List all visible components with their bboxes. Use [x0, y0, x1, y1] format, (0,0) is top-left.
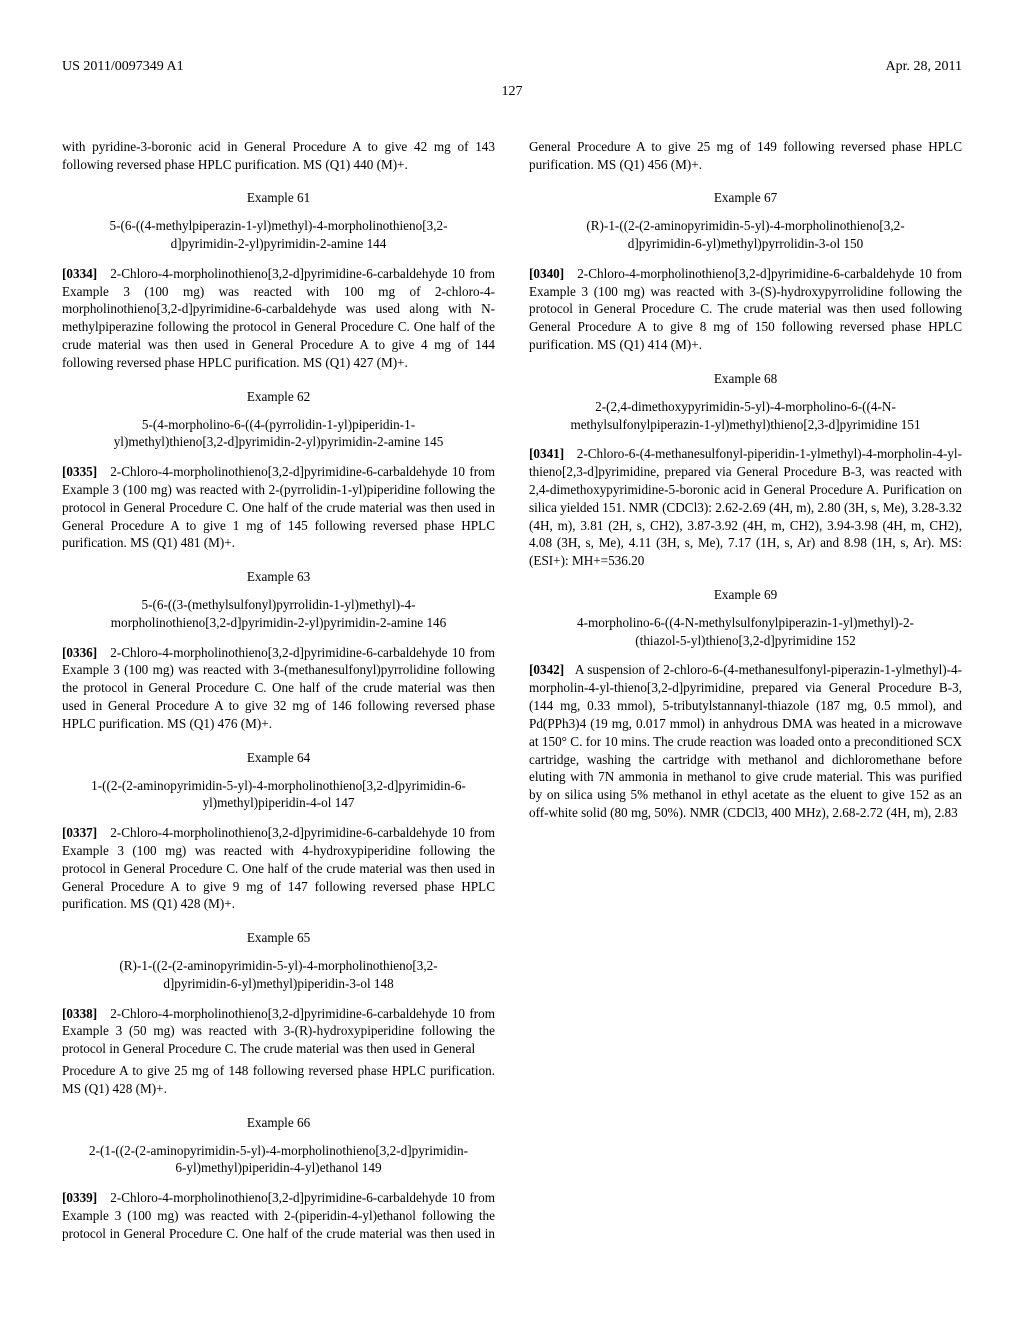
- paragraph-number: [0339]: [62, 1190, 97, 1205]
- page-header: US 2011/0097349 A1 Apr. 28, 2011: [62, 58, 962, 77]
- example-label: Example 61: [62, 189, 495, 207]
- example-label: Example 68: [529, 370, 962, 388]
- example-body: [0336] 2-Chloro-4-morpholinothieno[3,2-d…: [62, 644, 495, 733]
- example-body: [0334] 2-Chloro-4-morpholinothieno[3,2-d…: [62, 265, 495, 372]
- example-title: (R)-1-((2-(2-aminopyrimidin-5-yl)-4-morp…: [88, 957, 469, 993]
- example-body-text: 2-Chloro-4-morpholinothieno[3,2-d]pyrimi…: [62, 825, 495, 911]
- example-body-text: 2-Chloro-6-(4-methanesulfonyl-piperidin-…: [529, 446, 962, 568]
- publication-date: Apr. 28, 2011: [886, 58, 962, 77]
- example-body-continuation: Procedure A to give 25 mg of 148 followi…: [62, 1062, 495, 1098]
- example-title: 5-(6-((4-methylpiperazin-1-yl)methyl)-4-…: [88, 217, 469, 253]
- example-body: [0335] 2-Chloro-4-morpholinothieno[3,2-d…: [62, 463, 495, 552]
- paragraph-number: [0340]: [529, 266, 564, 281]
- paragraph-number: [0334]: [62, 266, 97, 281]
- example-title: 5-(4-morpholino-6-((4-(pyrrolidin-1-yl)p…: [88, 416, 469, 452]
- example-label: Example 64: [62, 749, 495, 767]
- paragraph-number: [0338]: [62, 1006, 97, 1021]
- publication-number: US 2011/0097349 A1: [62, 58, 184, 77]
- example-body-text: 2-Chloro-4-morpholinothieno[3,2-d]pyrimi…: [62, 1006, 495, 1057]
- example-body-text: 2-Chloro-4-morpholinothieno[3,2-d]pyrimi…: [62, 464, 495, 550]
- example-title: 5-(6-((3-(methylsulfonyl)pyrrolidin-1-yl…: [88, 596, 469, 632]
- example-body: [0340] 2-Chloro-4-morpholinothieno[3,2-d…: [529, 265, 962, 354]
- example-label: Example 66: [62, 1114, 495, 1132]
- example-body: [0337] 2-Chloro-4-morpholinothieno[3,2-d…: [62, 824, 495, 913]
- example-title: (R)-1-((2-(2-aminopyrimidin-5-yl)-4-morp…: [555, 217, 936, 253]
- lead-in-paragraph: with pyridine-3-boronic acid in General …: [62, 138, 495, 174]
- example-label: Example 65: [62, 929, 495, 947]
- example-body-text: 2-Chloro-4-morpholinothieno[3,2-d]pyrimi…: [62, 645, 495, 731]
- example-label: Example 67: [529, 189, 962, 207]
- example-body-text: 2-Chloro-4-morpholinothieno[3,2-d]pyrimi…: [529, 266, 962, 352]
- paragraph-number: [0341]: [529, 446, 564, 461]
- paragraph-number: [0337]: [62, 825, 97, 840]
- example-body-text: 2-Chloro-4-morpholinothieno[3,2-d]pyrimi…: [62, 266, 495, 370]
- example-label: Example 62: [62, 388, 495, 406]
- example-body: [0338] 2-Chloro-4-morpholinothieno[3,2-d…: [62, 1005, 495, 1058]
- page-number: 127: [62, 83, 962, 102]
- example-body: [0342] A suspension of 2-chloro-6-(4-met…: [529, 661, 962, 821]
- example-body: [0341] 2-Chloro-6-(4-methanesulfonyl-pip…: [529, 445, 962, 570]
- example-title: 1-((2-(2-aminopyrimidin-5-yl)-4-morpholi…: [88, 777, 469, 813]
- example-label: Example 69: [529, 586, 962, 604]
- example-title: 2-(2,4-dimethoxypyrimidin-5-yl)-4-morpho…: [555, 398, 936, 434]
- example-title: 2-(1-((2-(2-aminopyrimidin-5-yl)-4-morph…: [88, 1142, 469, 1178]
- example-label: Example 63: [62, 568, 495, 586]
- example-title: 4-morpholino-6-((4-N-methylsulfonylpiper…: [555, 614, 936, 650]
- paragraph-number: [0335]: [62, 464, 97, 479]
- two-column-body: with pyridine-3-boronic acid in General …: [62, 138, 962, 1258]
- paragraph-number: [0336]: [62, 645, 97, 660]
- example-body-text: A suspension of 2-chloro-6-(4-methanesul…: [529, 662, 962, 820]
- paragraph-number: [0342]: [529, 662, 564, 677]
